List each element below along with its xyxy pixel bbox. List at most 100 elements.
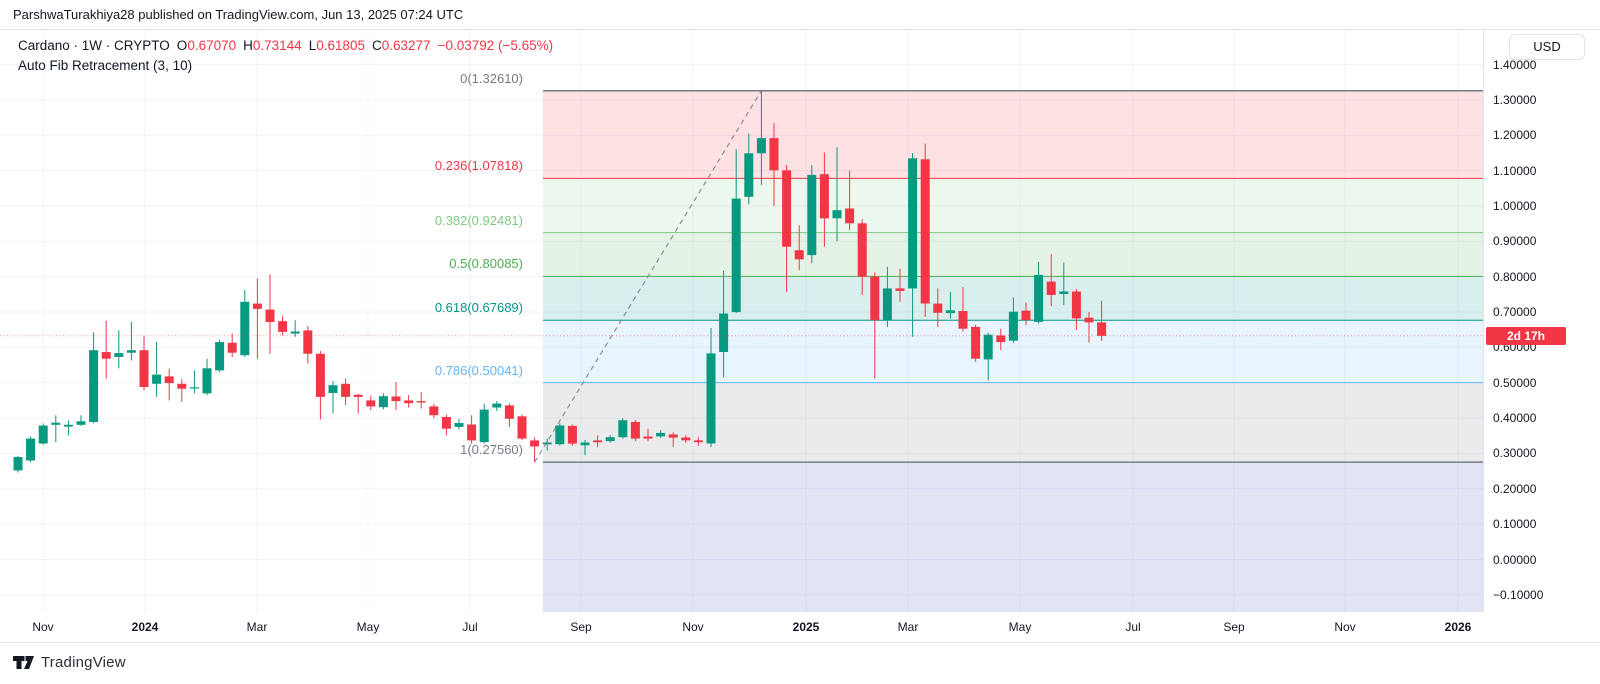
fib-level-label: 0.618(0.67689) xyxy=(434,300,523,316)
time-axis-label: May xyxy=(356,620,380,634)
candle xyxy=(126,321,136,361)
price-axis-label: 1.00000 xyxy=(1493,199,1537,213)
legend-part: −0.03792 (−5.65%) xyxy=(437,38,554,53)
tradingview-logo-link[interactable]: TradingView xyxy=(13,653,126,672)
time-axis-label: Jul xyxy=(462,620,478,634)
candle xyxy=(996,328,1006,351)
fib-trend-line xyxy=(534,90,762,463)
candle xyxy=(794,225,804,271)
price-axis-label: 0.90000 xyxy=(1493,234,1537,249)
candle xyxy=(1084,312,1094,343)
fib-level-lines xyxy=(543,89,1483,463)
candle xyxy=(605,435,615,443)
candle xyxy=(933,288,943,327)
candle xyxy=(1021,302,1031,326)
bar-countdown-badge: 2d 17h xyxy=(1486,326,1566,345)
candle xyxy=(870,272,880,379)
candle xyxy=(744,133,754,205)
chart-legend[interactable]: Cardano · 1W · CRYPTO O0.67070 H0.73144 L0.… xyxy=(18,36,560,76)
candle xyxy=(215,339,225,373)
price-axis-label: 0.00000 xyxy=(1493,552,1537,567)
time-axis-label: Nov xyxy=(1334,620,1356,634)
candle xyxy=(555,423,565,446)
price-axis-label: 1.10000 xyxy=(1493,163,1537,178)
candle xyxy=(807,165,817,264)
candle xyxy=(580,440,590,456)
candle xyxy=(857,219,867,296)
candle xyxy=(1046,254,1056,306)
candle xyxy=(908,153,918,337)
price-axis-label: 1.30000 xyxy=(1493,92,1537,107)
candle xyxy=(26,436,36,463)
time-axis-label: May xyxy=(1008,620,1032,634)
candle xyxy=(971,324,981,362)
candle xyxy=(278,315,288,336)
price-axis-label: 1.20000 xyxy=(1493,128,1537,143)
candle xyxy=(567,424,577,446)
candle xyxy=(303,326,313,364)
fib-level-label: 0.5(0.80085) xyxy=(449,256,523,272)
candle xyxy=(1059,262,1069,305)
fib-level-label: 1(0.27560) xyxy=(460,442,523,458)
candle xyxy=(1008,297,1018,344)
candle xyxy=(328,381,338,414)
candle xyxy=(492,401,502,411)
chart-area: Cardano · 1W · CRYPTO O0.67070 H0.73144 L0.… xyxy=(0,30,1600,643)
candle xyxy=(530,437,540,463)
price-axis-label: 0.40000 xyxy=(1493,411,1537,426)
legend-part: 0.63277 xyxy=(381,38,431,53)
time-axis-label: Mar xyxy=(246,620,268,634)
candle xyxy=(895,268,905,302)
candle xyxy=(479,403,489,444)
candle xyxy=(227,333,237,357)
candle xyxy=(51,415,61,443)
candle xyxy=(920,143,930,317)
time-axis-label: Nov xyxy=(32,620,54,634)
candle xyxy=(693,437,703,446)
fib-bands xyxy=(543,90,1483,612)
published-text: ParshwaTurakhiya28 published on TradingV… xyxy=(13,7,464,22)
candle xyxy=(315,350,325,420)
candle xyxy=(517,414,527,440)
candle xyxy=(353,393,363,414)
fib-level-label: 0.236(1.07818) xyxy=(434,158,523,174)
candle xyxy=(719,270,729,378)
candle xyxy=(391,382,401,411)
legend-part: O xyxy=(176,38,188,53)
time-axis-label: 2026 xyxy=(1444,620,1472,634)
legend-part: 0.73144 xyxy=(252,38,302,53)
candle xyxy=(164,368,174,401)
price-axis[interactable]: USD 2d 17h 1.40000 1.30000 1.20000 1.10000 1… xyxy=(1483,30,1600,612)
tradingview-logo-icon xyxy=(13,656,34,669)
candle xyxy=(958,287,968,332)
candle xyxy=(89,332,99,424)
symbol-ohlc-legend: Cardano · 1W · CRYPTO O0.67070 H0.73144 L0.… xyxy=(18,36,560,56)
candle xyxy=(202,358,212,396)
time-axis-label: Nov xyxy=(682,620,704,634)
candle xyxy=(504,403,514,427)
candle xyxy=(177,379,187,402)
candle xyxy=(416,391,426,409)
candle xyxy=(819,152,829,247)
price-axis-label: 0.10000 xyxy=(1493,517,1537,532)
candle xyxy=(1097,300,1107,341)
candle xyxy=(378,393,388,410)
candle xyxy=(643,428,653,442)
candle xyxy=(341,378,351,406)
candle xyxy=(593,435,603,448)
time-axis[interactable]: Nov 2024 Mar May Jul Sep Nov 2025 Mar May Jul Sep No… xyxy=(0,612,1600,643)
time-axis-label: Mar xyxy=(897,620,919,634)
candle xyxy=(945,291,955,319)
currency-toggle-button[interactable]: USD xyxy=(1509,34,1585,60)
price-axis-label: 1.40000 xyxy=(1493,57,1537,72)
legend-part: 0.61805 xyxy=(316,38,366,53)
legend-part: C xyxy=(372,38,382,53)
fib-level-label: 0.382(0.92481) xyxy=(434,212,523,228)
price-axis-label: −0.10000 xyxy=(1493,587,1544,602)
legend-part: L xyxy=(308,38,317,53)
candle xyxy=(429,404,439,419)
candle xyxy=(152,342,162,397)
candle xyxy=(38,423,48,445)
price-axis-label: 0.50000 xyxy=(1493,375,1537,390)
chart-pane[interactable] xyxy=(0,30,1483,612)
